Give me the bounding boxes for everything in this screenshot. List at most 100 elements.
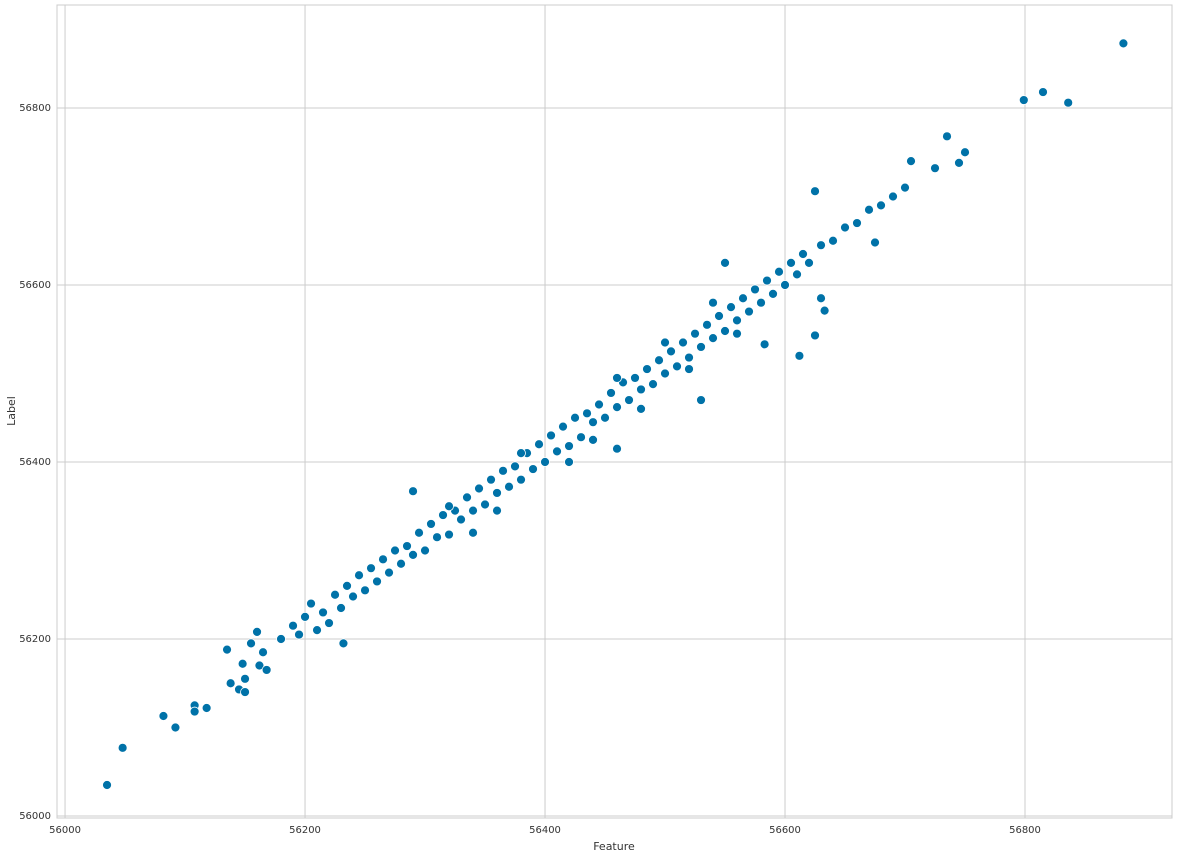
point — [636, 384, 646, 395]
point — [402, 541, 412, 551]
y-tick-label: 56800 — [19, 103, 51, 114]
point — [444, 501, 454, 512]
point — [444, 529, 454, 540]
point — [708, 297, 718, 308]
point — [237, 658, 248, 669]
point — [408, 486, 418, 497]
point — [240, 687, 250, 697]
point — [642, 364, 652, 374]
point — [570, 412, 580, 423]
point — [780, 280, 790, 290]
point — [876, 200, 886, 211]
point — [588, 434, 598, 445]
point — [930, 163, 940, 174]
point — [396, 558, 406, 569]
point — [246, 638, 256, 649]
point — [720, 326, 730, 336]
y-tick-label: 56400 — [19, 457, 51, 468]
point — [420, 545, 430, 556]
point — [338, 638, 349, 649]
point — [852, 218, 862, 228]
x-axis-label: Feature — [593, 840, 635, 853]
point — [117, 742, 128, 753]
point — [201, 703, 212, 713]
point — [660, 368, 670, 379]
point — [1038, 87, 1048, 97]
point — [456, 514, 466, 525]
point — [708, 333, 718, 343]
point — [360, 585, 370, 596]
point — [612, 402, 622, 413]
point — [840, 222, 850, 233]
point — [468, 527, 478, 538]
point — [624, 395, 634, 405]
point — [810, 186, 820, 197]
point — [762, 275, 772, 286]
point — [786, 257, 796, 268]
point — [384, 567, 394, 578]
point — [612, 443, 622, 454]
point — [588, 417, 598, 428]
y-tick-label: 56000 — [19, 811, 51, 822]
point — [432, 532, 442, 543]
point — [870, 237, 880, 248]
point — [354, 570, 364, 581]
point — [492, 488, 502, 498]
point — [534, 439, 544, 450]
point — [546, 430, 556, 441]
point — [678, 337, 688, 348]
point — [819, 305, 830, 316]
point — [774, 266, 784, 277]
point — [306, 598, 316, 609]
point — [960, 147, 970, 158]
point — [254, 660, 265, 671]
point — [225, 678, 236, 689]
point — [189, 706, 200, 717]
point — [738, 293, 748, 304]
point — [726, 302, 736, 313]
point — [630, 373, 640, 383]
point — [1018, 95, 1029, 105]
point — [594, 399, 604, 410]
plot-area — [56, 4, 1173, 819]
point — [558, 421, 568, 432]
point — [564, 441, 574, 451]
point — [582, 408, 592, 419]
point — [528, 464, 538, 474]
point — [744, 306, 754, 317]
point — [828, 235, 838, 246]
x-tick-label: 56200 — [289, 825, 321, 836]
point — [1118, 38, 1129, 49]
point — [474, 483, 484, 494]
point — [804, 257, 814, 268]
point — [408, 550, 418, 560]
point — [666, 346, 676, 357]
point — [102, 780, 112, 790]
point — [294, 629, 304, 640]
point — [348, 591, 358, 602]
point — [390, 545, 400, 556]
point — [486, 474, 496, 485]
point — [540, 457, 550, 467]
point — [576, 432, 586, 443]
point — [600, 412, 610, 423]
x-tick-label: 56000 — [49, 825, 81, 836]
point — [750, 284, 760, 295]
point — [438, 510, 448, 520]
y-tick-label: 56600 — [19, 280, 51, 291]
point — [366, 563, 376, 574]
point — [612, 373, 622, 383]
point — [810, 330, 820, 341]
point — [759, 339, 770, 350]
point — [942, 131, 952, 142]
point — [516, 448, 526, 459]
x-tick-label: 56400 — [529, 825, 561, 836]
point — [252, 626, 262, 637]
point — [648, 379, 658, 390]
point — [276, 634, 286, 644]
point — [378, 554, 388, 565]
point — [684, 364, 694, 374]
point — [492, 505, 502, 516]
point — [468, 505, 478, 516]
